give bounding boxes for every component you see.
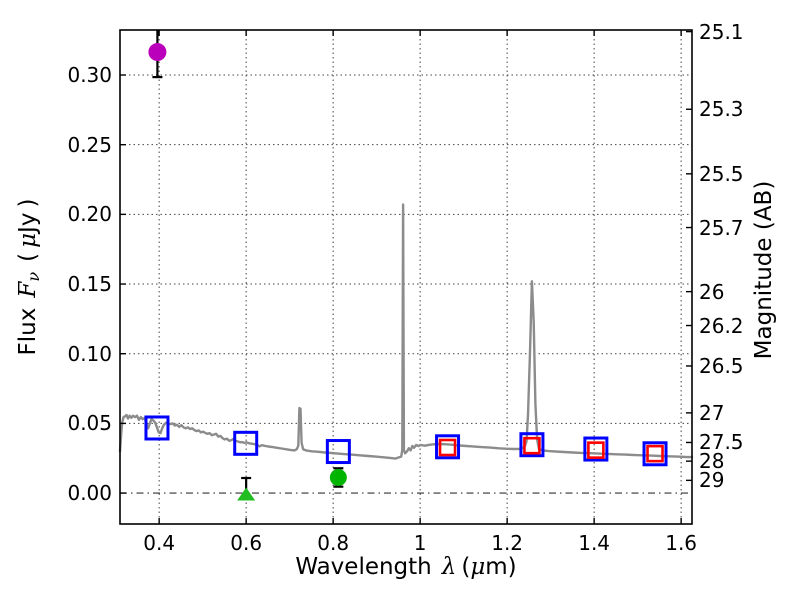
green-triangle-marker	[237, 487, 256, 501]
y-axis-label-left: Flux Fν ( μJy)	[15, 107, 45, 447]
y-right-tick-label: 25.7	[699, 215, 744, 240]
red-square-marker	[587, 441, 605, 459]
mu-symbol: μ	[470, 554, 486, 580]
plot-frame	[119, 29, 693, 525]
y-axis-unit-text: Jy	[15, 212, 41, 233]
x-tick-label: 1.6	[665, 531, 698, 555]
lambda-symbol: λ	[441, 554, 457, 580]
y-left-tick-label: 0.25	[67, 132, 112, 157]
y-right-tick-label: 29	[699, 468, 725, 493]
y-left-tick-label: 0.05	[67, 411, 112, 436]
x-tick-label: 0.4	[143, 531, 176, 555]
x-tick-label: 1	[413, 531, 427, 555]
blue-square-marker	[144, 415, 170, 441]
y-axis-label-right: Magnitude (AB)	[751, 180, 777, 360]
green-circle-marker	[329, 468, 347, 486]
x-axis-unit-close: m)	[485, 554, 517, 580]
red-square-marker	[523, 436, 541, 455]
y-axis-unit-close: )	[15, 198, 41, 208]
y-right-tick-label: 27	[699, 400, 725, 425]
mu-symbol: μ	[15, 232, 41, 248]
y-left-tick-label: 0.15	[67, 272, 112, 297]
blue-square-marker	[435, 434, 461, 460]
y-left-tick-label: 0.00	[67, 481, 112, 506]
flux-symbol: F	[15, 281, 41, 298]
blue-square-marker	[233, 430, 259, 456]
blue-square-marker	[325, 439, 351, 465]
y-left-tick-label: 0.20	[67, 202, 112, 227]
y-axis-unit-open: (	[15, 252, 41, 262]
y-axis-label-text: Flux	[15, 307, 41, 356]
y-right-tick-label: 26.2	[699, 313, 744, 338]
y-right-tick-label: 26.5	[699, 353, 744, 378]
y-right-tick-label: 25.5	[699, 161, 744, 186]
x-tick-label: 0.8	[317, 531, 350, 555]
red-square-marker	[646, 444, 664, 463]
y-right-tick-label: 26	[699, 279, 725, 304]
blue-square-marker	[519, 432, 545, 458]
y-right-tick-label: 28	[699, 449, 725, 474]
y-left-tick-label: 0.30	[67, 63, 112, 87]
blue-square-marker	[642, 441, 668, 467]
x-tick-label: 1.4	[578, 531, 611, 555]
y-left-tick-label: 0.10	[67, 341, 112, 366]
x-tick-label: 1.2	[491, 531, 524, 555]
magenta-circle-marker	[148, 43, 167, 62]
x-axis-label-text: Wavelength	[295, 554, 432, 580]
y-right-tick-label: 27.5	[699, 430, 744, 455]
x-axis-unit-open: (	[461, 554, 471, 580]
y-right-tick-label: 25.1	[699, 19, 744, 44]
model-spectrum-line	[118, 203, 694, 460]
x-tick-label: 0.6	[230, 531, 263, 555]
red-square-marker	[438, 438, 457, 457]
nu-subscript: ν	[24, 271, 44, 282]
y-right-tick-label: 25.3	[699, 97, 744, 122]
blue-square-marker	[583, 436, 609, 462]
x-axis-label: Wavelength λ (μm)	[120, 554, 692, 580]
